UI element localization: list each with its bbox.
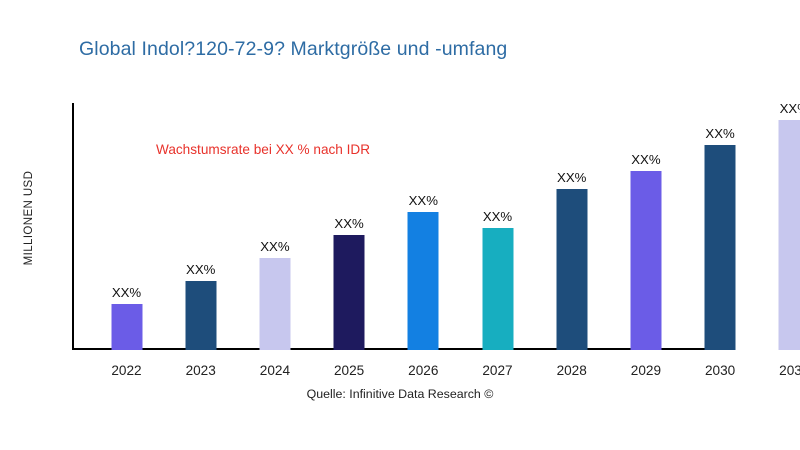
bar-group-2025: XX% 2025 — [317, 90, 381, 378]
x-tick-label-2023: 2023 — [185, 363, 216, 378]
bar-value-label-2025: XX% — [334, 216, 364, 231]
x-tick-label-2026: 2026 — [408, 363, 439, 378]
bar-group-2023: XX% 2023 — [169, 90, 233, 378]
bar-2029[interactable] — [630, 170, 662, 350]
bar-group-2022: XX% 2022 — [95, 90, 159, 378]
growth-rate-annotation: Wachstumsrate bei XX % nach IDR — [156, 142, 371, 157]
x-tick-label-2022: 2022 — [111, 363, 142, 378]
bar-group-2027: XX% 2027 — [466, 90, 530, 378]
x-tick-label-2030: 2030 — [704, 363, 736, 378]
bar-2030[interactable] — [704, 145, 736, 350]
bar-2026[interactable] — [407, 212, 439, 350]
bar-group-2028: XX% 2028 — [540, 90, 604, 378]
x-tick-label-2029: 2029 — [630, 363, 662, 378]
bar-2024[interactable] — [259, 258, 291, 350]
x-axis-line — [72, 348, 716, 350]
bar-group-2024: XX% 2024 — [243, 90, 307, 378]
source-note: Quelle: Infinitive Data Research © — [306, 387, 494, 401]
bar-value-label-2024: XX% — [260, 239, 290, 254]
x-tick-label-2025: 2025 — [333, 363, 365, 378]
bar-value-label-2026: XX% — [408, 193, 438, 208]
bar-2028[interactable] — [556, 189, 588, 350]
bar-group-2029: XX% 2029 — [614, 90, 678, 378]
bar-value-label-2029: XX% — [631, 151, 661, 167]
bar-2023[interactable] — [185, 281, 217, 350]
bar-2027[interactable] — [482, 228, 513, 350]
bar-2022[interactable] — [111, 304, 142, 350]
bar-group-2030: XX% 2030 — [688, 90, 752, 378]
x-tick-label-2028: 2028 — [556, 363, 587, 378]
x-tick-label-2027: 2027 — [482, 363, 513, 378]
bar-value-label-2030: XX% — [705, 126, 735, 142]
bar-value-label-2022: XX% — [111, 285, 142, 300]
plot-area — [72, 103, 788, 350]
bar-group-2026: XX% 2026 — [391, 90, 455, 378]
bar-value-label-2027: XX% — [482, 209, 513, 225]
bar-value-label-2031: XX% — [779, 101, 800, 116]
bar-2025[interactable] — [333, 235, 365, 350]
bar-2031[interactable] — [778, 120, 800, 350]
y-axis-line — [72, 103, 74, 350]
bar-value-label-2023: XX% — [186, 262, 216, 277]
bar-value-label-2028: XX% — [557, 170, 587, 185]
bar-group-2031: XX% 2031 — [762, 90, 800, 378]
page-title: Global Indol?120-72-9? Marktgröße und -u… — [79, 38, 508, 60]
x-tick-label-2024: 2024 — [259, 363, 291, 378]
x-tick-label-2031: 2031 — [779, 363, 800, 378]
